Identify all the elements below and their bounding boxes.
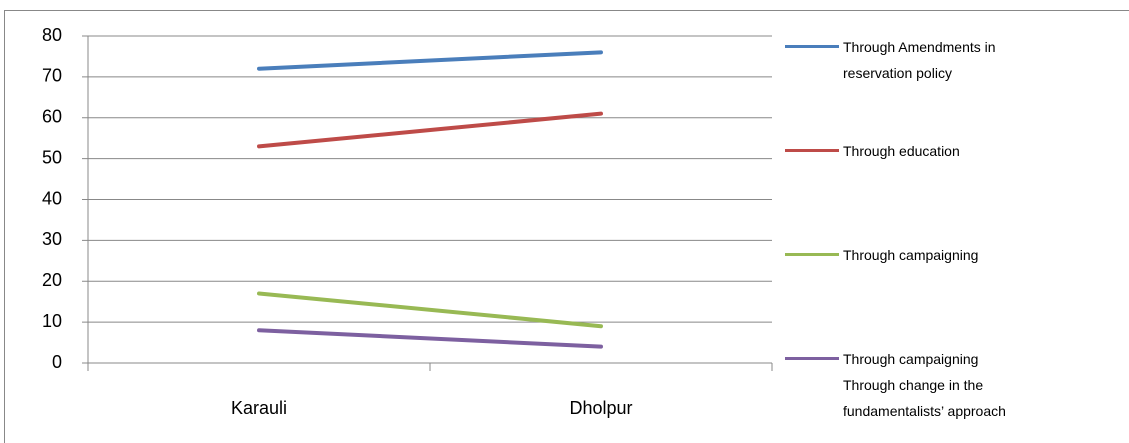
y-tick-label: 20 [42, 270, 62, 290]
legend-label: Through campaigning [843, 247, 979, 263]
legend-item: Through Amendments in reservation policy [785, 34, 1030, 124]
data-line [257, 111, 603, 149]
y-tick-label: 30 [42, 229, 62, 249]
data-line [257, 50, 603, 71]
legend-item: Through education [785, 138, 1030, 228]
legend-item: Through campaigning [785, 242, 1030, 332]
legend-item: Through campaigning Through change in th… [785, 346, 1030, 436]
legend-swatch [785, 45, 839, 48]
y-tick-label: 0 [52, 352, 62, 372]
legend-label: Through Amendments in reservation policy [843, 39, 996, 81]
x-tick-label: Karauli [231, 398, 287, 418]
data-line [257, 291, 603, 329]
y-tick-label: 60 [42, 107, 62, 127]
y-tick-label: 50 [42, 147, 62, 167]
legend-swatch [785, 357, 839, 360]
legend-label: Through campaigning Through change in th… [843, 351, 1006, 419]
data-line [257, 328, 603, 349]
x-tick-label: Dholpur [569, 398, 632, 418]
y-tick-label: 80 [42, 25, 62, 45]
y-tick-label: 10 [42, 311, 62, 331]
legend-swatch [785, 149, 839, 152]
legend-swatch [785, 253, 839, 256]
chart-border [4, 10, 1129, 443]
y-tick-label: 40 [42, 188, 62, 208]
legend-label: Through education [843, 143, 960, 159]
y-tick-label: 70 [42, 66, 62, 86]
